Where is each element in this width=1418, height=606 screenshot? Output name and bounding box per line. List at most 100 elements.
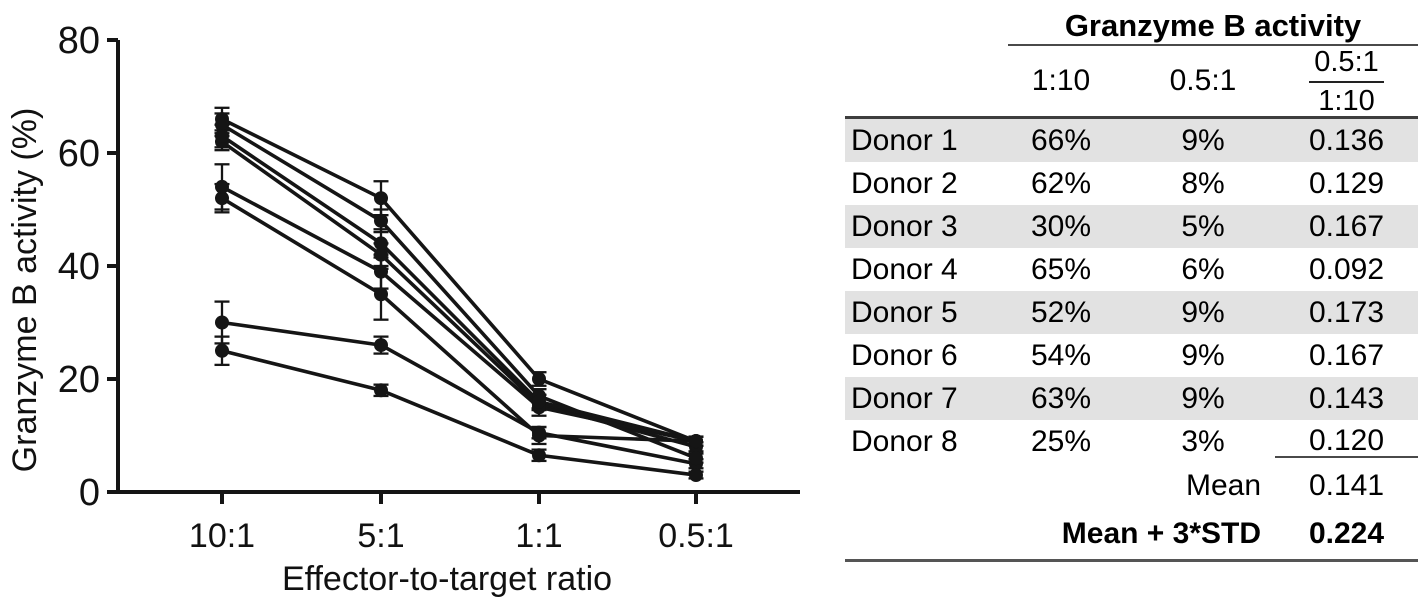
value-1-10: 63% [1030, 381, 1092, 415]
donor-label: Donor 7 [851, 381, 958, 415]
value-0-5-1: 9% [1181, 295, 1225, 329]
table-row: Donor 2 62% 8% 0.129 [845, 162, 1418, 205]
value-ratio: 0.173 [1308, 295, 1385, 329]
mean-label: Mean [1185, 469, 1261, 502]
data-point [374, 236, 388, 251]
data-point [374, 383, 388, 398]
donor-label: Donor 6 [851, 338, 958, 372]
data-point [532, 372, 546, 386]
granzyme-activity-table: Granzyme B activity 1:10 0.5:1 0.5:1 1:1… [845, 6, 1418, 562]
value-ratio: 0.143 [1308, 381, 1385, 415]
table-body: Donor 1 66% 9% 0.136 Donor 2 62% 8% 0.12… [845, 119, 1418, 463]
granzyme-activity-chart: 0 20 40 60 80 10:1 5:1 1:1 0.5:1 Effector-to-targ… [6, 20, 800, 598]
mean-3std-value: 0.224 [1308, 517, 1385, 550]
col-header-1-10: 1:10 [1031, 64, 1091, 97]
data-point [215, 179, 229, 194]
mean-3std-label: Mean + 3*STD [1061, 517, 1261, 550]
table-row: Donor 6 54% 9% 0.167 [845, 334, 1418, 377]
donor-label: Donor 2 [851, 166, 958, 200]
data-point [215, 117, 229, 132]
data-point [374, 213, 388, 228]
table-row: Donor 4 65% 6% 0.092 [845, 248, 1418, 291]
y-axis-label: Granzyme B activity (%) [6, 108, 44, 473]
y-tick-label: 80 [58, 20, 100, 62]
table-row: Donor 7 63% 9% 0.143 [845, 377, 1418, 420]
col-header-ratio: 0.5:1 1:10 [1275, 46, 1418, 116]
series-line [220, 185, 698, 443]
value-1-10: 25% [1030, 424, 1092, 458]
data-point [215, 343, 229, 358]
donor-label: Donor 3 [851, 209, 958, 243]
table-row: Donor 5 52% 9% 0.173 [845, 291, 1418, 334]
col-header-0-5-1: 0.5:1 [1169, 64, 1237, 97]
series-line [220, 348, 698, 477]
value-0-5-1: 9% [1181, 381, 1225, 415]
value-ratio: 0.136 [1308, 123, 1385, 157]
data-point [374, 191, 388, 206]
donor-label: Donor 8 [851, 424, 958, 458]
data-point [689, 468, 703, 483]
table-header-row: 1:10 0.5:1 0.5:1 1:10 [845, 46, 1418, 116]
value-0-5-1: 8% [1181, 166, 1225, 200]
value-ratio: 0.129 [1308, 166, 1385, 200]
data-point [215, 191, 229, 206]
value-0-5-1: 9% [1181, 123, 1225, 157]
y-tick-label: 0 [79, 472, 100, 514]
table-row: Donor 1 66% 9% 0.136 [845, 119, 1418, 162]
value-0-5-1: 3% [1181, 424, 1225, 458]
donor-label: Donor 5 [851, 295, 958, 329]
value-ratio: 0.167 [1308, 338, 1385, 372]
data-point [374, 247, 388, 262]
data-point [215, 315, 229, 330]
value-0-5-1: 6% [1181, 252, 1225, 286]
series-line [220, 196, 698, 443]
y-tick-label: 40 [58, 246, 100, 288]
data-point [689, 451, 703, 466]
ratio-numerator: 0.5:1 [1309, 46, 1384, 83]
series-line [220, 122, 698, 460]
table-row: Donor 8 25% 3% 0.120 [845, 420, 1418, 463]
value-ratio-underlined: 0.120 [1275, 425, 1418, 458]
data-point [374, 338, 388, 353]
value-0-5-1: 9% [1181, 338, 1225, 372]
data-point [374, 264, 388, 279]
data-point [215, 129, 229, 144]
table-bottom-rule [845, 559, 1418, 562]
data-point [532, 394, 546, 409]
value-ratio: 0.167 [1308, 209, 1385, 243]
donor-label: Donor 1 [851, 123, 958, 157]
table-row: Donor 3 30% 5% 0.167 [845, 205, 1418, 248]
granzyme-activity-chart-svg: 0 20 40 60 80 10:1 5:1 1:1 0.5:1 Effector-to-targ… [6, 20, 800, 598]
data-point [532, 428, 546, 443]
y-tick-label: 20 [58, 359, 100, 401]
value-0-5-1: 5% [1181, 209, 1225, 243]
x-tick-label: 0.5:1 [658, 517, 734, 555]
data-point [689, 434, 703, 449]
x-tick-label: 5:1 [357, 517, 404, 555]
x-axis-label: Effector-to-target ratio [282, 560, 612, 598]
value-ratio: 0.092 [1308, 252, 1385, 286]
table-header-rule [845, 116, 1418, 119]
data-point [532, 448, 546, 463]
donor-label: Donor 4 [851, 252, 958, 286]
y-tick-label: 60 [58, 133, 100, 175]
summary-row-mean: Mean 0.141 [845, 463, 1418, 509]
mean-value: 0.141 [1308, 469, 1385, 502]
value-1-10: 66% [1030, 123, 1092, 157]
series-line [220, 139, 698, 449]
value-1-10: 54% [1030, 338, 1092, 372]
series-line [220, 134, 698, 443]
value-1-10: 30% [1030, 209, 1092, 243]
data-point [374, 287, 388, 302]
value-1-10: 52% [1030, 295, 1092, 329]
value-ratio: 0.120 [1275, 425, 1418, 458]
ratio-denominator: 1:10 [1318, 85, 1375, 117]
table-title: Granzyme B activity [1064, 7, 1362, 43]
value-1-10: 65% [1030, 252, 1092, 286]
value-1-10: 62% [1030, 166, 1092, 200]
x-tick-label: 1:1 [515, 517, 562, 555]
summary-row-mean-3std: Mean + 3*STD 0.224 [845, 509, 1418, 559]
series-line [220, 117, 698, 443]
series-line [220, 320, 698, 466]
